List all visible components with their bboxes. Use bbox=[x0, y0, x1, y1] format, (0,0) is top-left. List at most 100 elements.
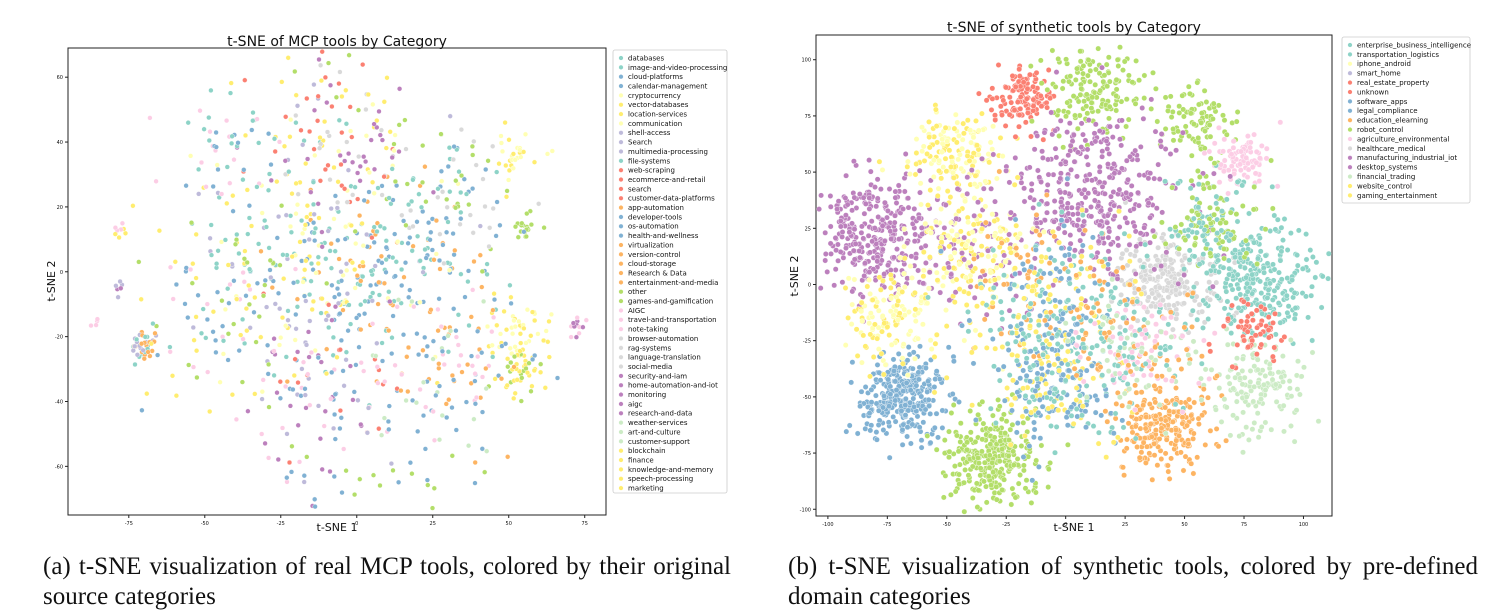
data-point bbox=[1157, 138, 1164, 145]
data-point bbox=[245, 231, 251, 237]
data-point bbox=[543, 328, 549, 334]
legend-label: file-systems bbox=[628, 157, 670, 165]
data-point bbox=[956, 286, 963, 292]
data-point bbox=[926, 119, 932, 125]
data-point bbox=[379, 358, 386, 364]
data-point bbox=[1060, 144, 1067, 151]
data-point bbox=[363, 133, 370, 139]
legend-marker bbox=[618, 92, 624, 98]
data-point bbox=[466, 202, 472, 208]
data-point bbox=[1297, 391, 1303, 398]
data-point bbox=[912, 231, 919, 238]
data-point bbox=[1149, 290, 1156, 297]
data-point bbox=[1033, 69, 1040, 76]
data-point bbox=[1081, 98, 1087, 105]
data-point bbox=[941, 224, 948, 231]
legend-marker bbox=[618, 438, 624, 444]
data-point bbox=[1277, 119, 1284, 126]
data-point bbox=[1078, 248, 1085, 255]
data-point bbox=[246, 301, 253, 308]
data-point bbox=[1303, 256, 1310, 263]
data-point bbox=[1017, 472, 1023, 478]
data-point bbox=[885, 376, 892, 383]
data-point bbox=[229, 133, 235, 139]
data-point bbox=[1038, 103, 1045, 110]
data-point bbox=[336, 148, 342, 154]
data-point bbox=[876, 158, 883, 165]
data-point bbox=[337, 311, 343, 317]
data-point bbox=[885, 419, 892, 426]
data-point bbox=[881, 271, 888, 277]
data-point bbox=[523, 233, 529, 240]
data-point bbox=[334, 354, 340, 360]
y-tick-label: -60 bbox=[55, 464, 63, 470]
data-point bbox=[893, 200, 900, 206]
data-point bbox=[1288, 423, 1294, 429]
data-point bbox=[371, 121, 377, 127]
data-point bbox=[262, 282, 268, 288]
data-point bbox=[862, 200, 869, 207]
data-point bbox=[312, 496, 318, 502]
data-point bbox=[194, 348, 200, 354]
data-point bbox=[302, 386, 308, 392]
data-point bbox=[979, 268, 986, 275]
legend-label: home-automation-and-iot bbox=[628, 382, 718, 390]
data-point bbox=[435, 186, 441, 192]
data-point bbox=[1245, 344, 1252, 350]
data-point bbox=[1166, 408, 1173, 414]
data-point bbox=[266, 404, 272, 410]
data-point bbox=[1221, 117, 1228, 124]
data-point bbox=[992, 112, 998, 119]
data-point bbox=[463, 399, 470, 405]
legend-marker bbox=[618, 317, 624, 323]
data-point bbox=[1195, 101, 1202, 108]
legend-marker bbox=[618, 298, 624, 304]
data-point bbox=[872, 321, 878, 328]
data-point bbox=[904, 433, 911, 440]
data-point bbox=[877, 186, 884, 193]
data-point bbox=[256, 140, 262, 146]
data-point bbox=[439, 348, 446, 354]
data-point bbox=[832, 266, 839, 273]
data-point bbox=[403, 397, 409, 404]
data-point bbox=[1002, 84, 1009, 91]
data-point bbox=[860, 332, 867, 339]
data-point bbox=[1028, 180, 1035, 187]
data-point bbox=[1168, 455, 1174, 462]
data-point bbox=[1048, 109, 1055, 116]
legend-marker bbox=[618, 83, 624, 89]
data-point bbox=[503, 327, 510, 333]
data-point bbox=[1113, 76, 1120, 83]
data-point bbox=[1047, 270, 1054, 277]
data-point bbox=[1163, 397, 1170, 404]
data-point bbox=[950, 358, 957, 365]
data-point bbox=[1098, 230, 1105, 237]
data-point bbox=[1276, 269, 1282, 276]
data-point bbox=[268, 274, 274, 281]
data-point bbox=[396, 122, 402, 128]
data-point bbox=[973, 480, 980, 487]
data-point bbox=[1118, 165, 1125, 172]
data-point bbox=[1096, 168, 1103, 175]
data-point bbox=[1057, 170, 1064, 177]
data-point bbox=[899, 288, 906, 295]
data-point bbox=[1083, 153, 1090, 160]
data-point bbox=[974, 303, 980, 310]
data-point bbox=[422, 446, 429, 452]
data-point bbox=[1234, 355, 1240, 362]
data-point bbox=[886, 186, 893, 192]
data-point bbox=[234, 231, 240, 238]
data-point bbox=[905, 204, 912, 211]
data-point bbox=[1147, 420, 1154, 427]
data-point bbox=[1074, 321, 1081, 327]
data-point bbox=[1120, 464, 1126, 471]
data-point bbox=[1034, 132, 1041, 139]
data-point bbox=[327, 248, 333, 254]
data-point bbox=[376, 292, 383, 298]
data-point bbox=[370, 290, 376, 296]
data-point bbox=[410, 397, 416, 404]
data-point bbox=[920, 249, 927, 256]
data-point bbox=[859, 293, 866, 300]
legend-marker bbox=[618, 74, 624, 80]
data-point bbox=[231, 278, 237, 284]
